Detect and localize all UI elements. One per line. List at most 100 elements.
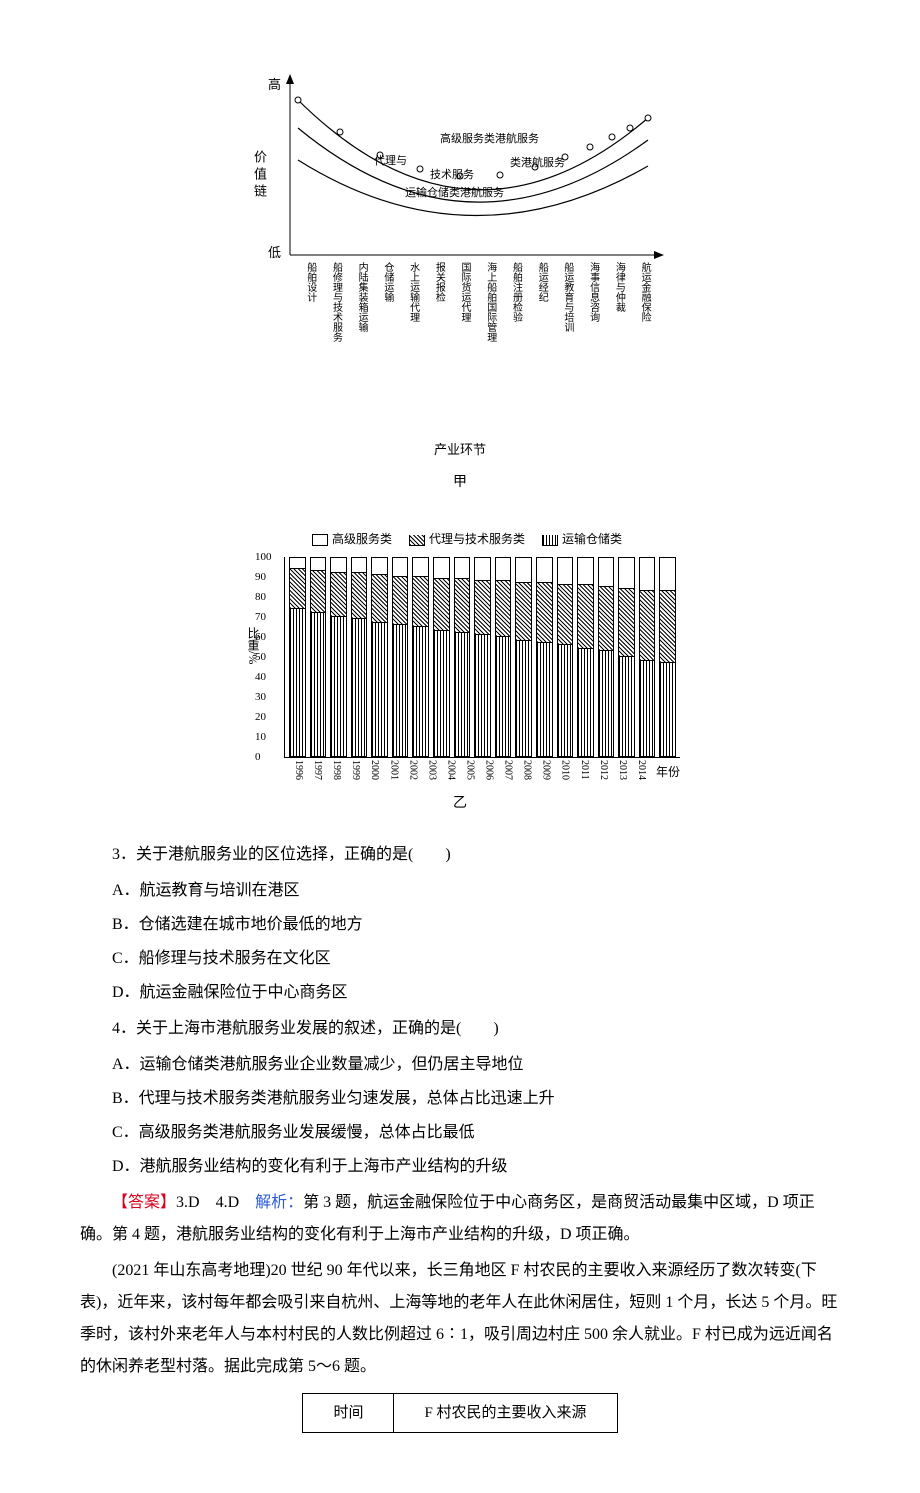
jia-x-axis-label: 产业环节 [80,437,840,463]
yi-bar [557,557,574,757]
jia-x-cat: 船运经纪 [521,260,547,392]
yi-bar [598,557,615,757]
yi-x-cat: 1998 [326,758,341,780]
answer-keys: 3.D 4.D [176,1194,255,1211]
q4-opt-a: A．运输仓储类港航服务业企业数量减少，但仍居主导地位 [80,1049,840,1081]
yi-bar [536,557,553,757]
yi-ytick: 60 [255,626,266,648]
explain-label: 解析： [255,1194,303,1211]
jia-curve-label-2c: 类港航服务 [510,152,565,174]
yi-ytick: 70 [255,606,266,628]
jia-x-cat: 海事信息咨询 [573,260,599,392]
yi-ytick: 100 [255,546,272,568]
yi-bar [659,557,676,757]
q4-opt-b: B．代理与技术服务类港航服务业匀速发展，总体占比迅速上升 [80,1083,840,1115]
yi-ytick: 30 [255,686,266,708]
yi-x-cat: 2006 [478,758,493,780]
yi-x-cat: 2003 [421,758,436,780]
chart-jia: 价值链 高 低 高级服务类港航服务 代理与 技术服务 类港航服务 运输仓储类港航 [250,70,670,290]
legend-swatch-agent [409,535,425,546]
answer-label: 【答案】 [112,1194,176,1211]
yi-x-cat: 2000 [364,758,379,780]
table-header-income: F 村农民的主要收入来源 [394,1394,617,1433]
yi-ytick: 0 [255,746,261,768]
yi-x-cat: 1996 [288,758,303,780]
yi-x-cat: 2014 [631,758,646,780]
q3-opt-d: D．航运金融保险位于中心商务区 [80,977,840,1009]
yi-bar [618,557,635,757]
jia-x-cat: 水上运输代理 [393,260,419,392]
jia-y-low: 低 [268,240,281,266]
yi-bar [454,557,471,757]
figure-yi: 高级服务类 代理与技术服务类 运输仓储类 比重/% 01020304050607… [80,517,840,819]
jia-x-cat: 船舶注册检验 [496,260,522,392]
yi-caption: 乙 [240,790,680,818]
yi-x-cat: 2008 [517,758,532,780]
yi-bar [515,557,532,757]
q3-opt-b: B．仓储选建在城市地价最低的地方 [80,909,840,941]
yi-x-cat: 2013 [612,758,627,780]
yi-x-cat: 2007 [498,758,513,780]
yi-ytick: 50 [255,646,266,668]
yi-plot: 比重/% 0102030405060708090100 [284,557,680,758]
yi-bar [351,557,368,757]
yi-bar [639,557,656,757]
yi-x-cat: 2009 [536,758,551,780]
legend-label-high: 高级服务类 [332,532,392,546]
q4-opt-d: D．港航服务业结构的变化有利于上海市产业结构的升级 [80,1151,840,1183]
jia-x-cat: 内陆集装箱运输 [341,260,367,392]
table-56: 时间 F 村农民的主要收入来源 [302,1393,617,1433]
yi-x-cat: 1999 [345,758,360,780]
jia-x-cat: 航运金融保险 [624,260,650,392]
yi-ytick: 40 [255,666,266,688]
yi-x-cat: 1997 [307,758,322,780]
legend-swatch-trans [542,535,558,546]
yi-bar [433,557,450,757]
jia-x-cat: 船修理与技术服务 [316,260,342,392]
jia-x-cat: 船舶设计 [290,260,316,392]
jia-y-axis-label: 价值链 [246,150,272,201]
jia-curve-label-3: 运输仓储类港航服务 [405,182,504,204]
jia-x-cat: 船运教育与培训 [547,260,573,392]
yi-ytick: 10 [255,726,266,748]
yi-bar [577,557,594,757]
yi-bar [330,557,347,757]
jia-x-cat: 海律与仲裁 [599,260,625,392]
yi-x-categories: 1996 1997 1998 1999 2000 2001 2002 2003 2004 2005… [284,758,650,780]
yi-bar [310,557,327,757]
table-header-time: 时间 [303,1394,394,1433]
yi-bar [474,557,491,757]
legend-label-trans: 运输仓储类 [562,532,622,546]
yi-x-unit-label: 年份 [656,760,680,784]
yi-x-cat: 2004 [440,758,455,780]
yi-x-cat: 2010 [555,758,570,780]
jia-x-cat: 报关报检 [419,260,445,392]
figure-jia: 价值链 高 低 高级服务类港航服务 代理与 技术服务 类港航服务 运输仓储类港航 [80,70,840,497]
yi-x-cat: 2005 [459,758,474,780]
yi-bar [495,557,512,757]
chart-yi: 高级服务类 代理与技术服务类 运输仓储类 比重/% 01020304050607… [240,527,680,818]
answer-34: 【答案】3.D 4.D 解析：第 3 题，航运金融保险位于中心商务区，是商贸活动… [80,1187,840,1251]
legend-label-agent: 代理与技术服务类 [429,532,525,546]
yi-bar [371,557,388,757]
jia-curve-label-2a: 代理与 [374,150,407,172]
jia-x-cat: 海上船舶国际管理 [470,260,496,392]
yi-ytick: 20 [255,706,266,728]
jia-x-cat: 国际货运代理 [444,260,470,392]
yi-x-cat: 2001 [383,758,398,780]
table-row: 时间 F 村农民的主要收入来源 [303,1394,617,1433]
legend-swatch-high [312,534,328,546]
yi-ytick: 90 [255,566,266,588]
q4-stem: 4．关于上海市港航服务业发展的叙述，正确的是( ) [80,1013,840,1045]
jia-caption: 甲 [80,469,840,497]
yi-x-cat: 2012 [593,758,608,780]
q3-opt-c: C．船修理与技术服务在文化区 [80,943,840,975]
yi-x-cat: 2011 [574,758,589,780]
q4-opt-c: C．高级服务类港航服务业发展缓慢，总体占比最低 [80,1117,840,1149]
jia-x-cat: 仓储运输 [367,260,393,392]
jia-x-categories: 船舶设计船修理与技术服务内陆集装箱运输仓储运输水上运输代理报关报检国际货运代理海… [290,260,650,392]
jia-y-high: 高 [268,72,281,98]
yi-legend: 高级服务类 代理与技术服务类 运输仓储类 [240,527,680,551]
yi-x-cat: 2002 [402,758,417,780]
yi-bar [412,557,429,757]
